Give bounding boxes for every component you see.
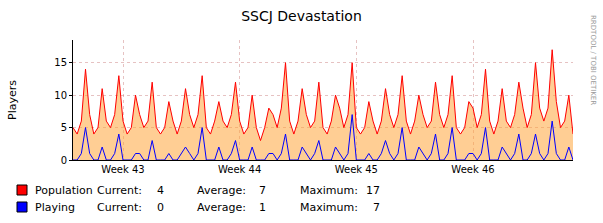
svg-text:Maximum:: Maximum:: [300, 184, 358, 197]
svg-text:Playing: Playing: [35, 201, 75, 214]
svg-text:Current:: Current:: [97, 201, 142, 214]
svg-text:Week 43: Week 43: [101, 164, 144, 175]
svg-text:Average:: Average:: [197, 184, 246, 197]
svg-text:0: 0: [157, 201, 164, 214]
svg-text:Week 45: Week 45: [335, 164, 378, 175]
svg-text:10: 10: [54, 90, 67, 101]
svg-text:7: 7: [373, 201, 380, 214]
svg-text:0: 0: [61, 155, 67, 166]
svg-text:RRDTOOL / TOBI OETIKER: RRDTOOL / TOBI OETIKER: [589, 15, 597, 105]
svg-text:4: 4: [157, 184, 164, 197]
svg-text:Week 46: Week 46: [451, 164, 494, 175]
svg-text:Players: Players: [6, 80, 19, 120]
svg-text:Current:: Current:: [97, 184, 142, 197]
svg-text:SSCJ Devastation: SSCJ Devastation: [241, 8, 362, 24]
svg-text:15: 15: [54, 57, 67, 68]
svg-text:Week 44: Week 44: [218, 164, 261, 175]
svg-text:17: 17: [366, 184, 380, 197]
svg-text:Average:: Average:: [197, 201, 246, 214]
svg-text:7: 7: [259, 184, 266, 197]
svg-text:1: 1: [259, 201, 266, 214]
svg-text:Population: Population: [35, 184, 93, 197]
svg-text:5: 5: [61, 122, 67, 133]
svg-text:Maximum:: Maximum:: [300, 201, 358, 214]
